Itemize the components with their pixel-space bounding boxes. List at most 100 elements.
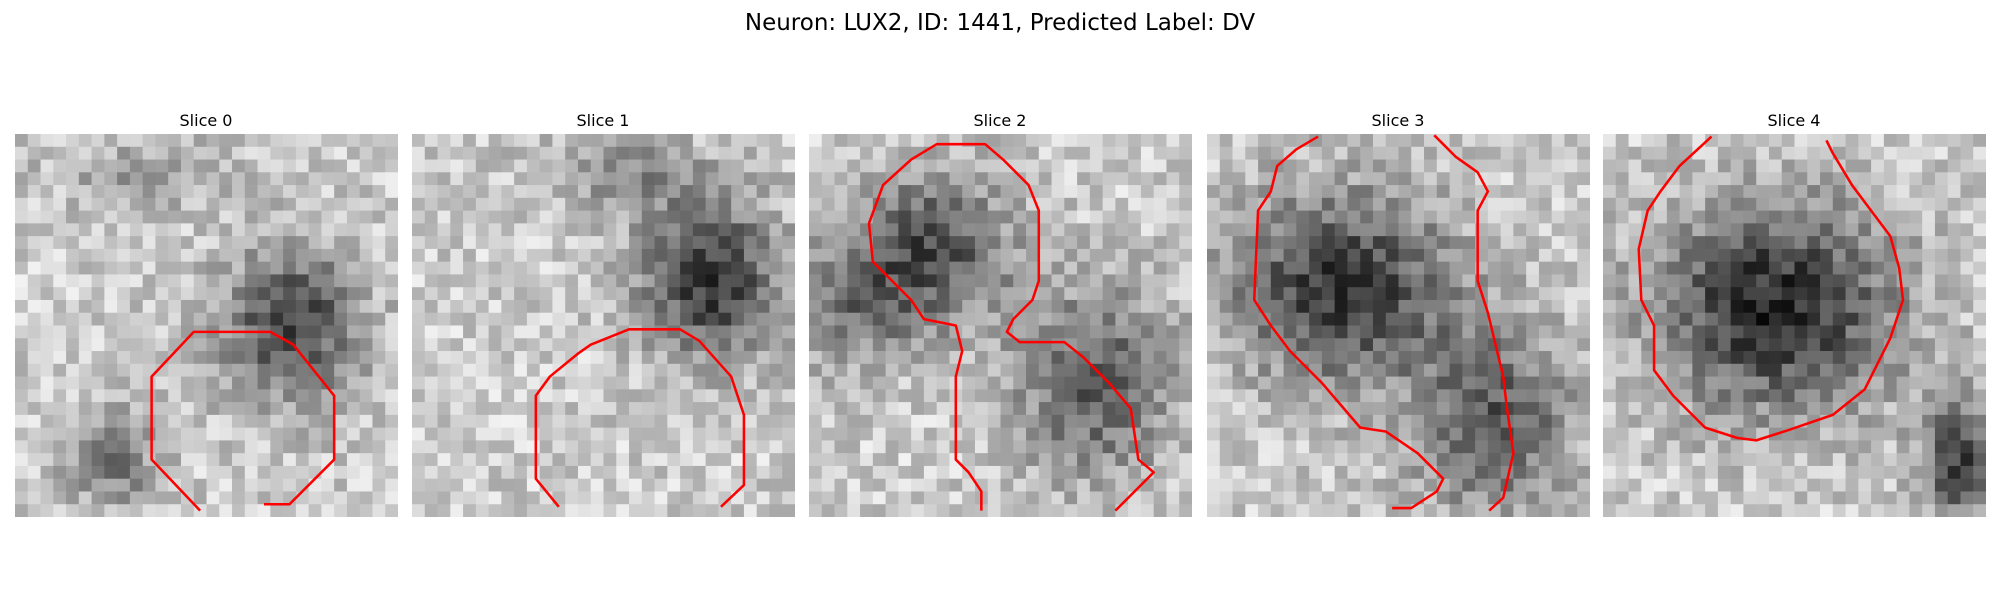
pixel	[78, 172, 92, 186]
pixel	[1360, 210, 1374, 224]
pixel	[40, 248, 54, 263]
pixel	[987, 312, 1001, 326]
pixel	[295, 185, 310, 199]
pixel	[1232, 440, 1246, 454]
pixel	[1641, 414, 1655, 429]
pixel	[40, 134, 54, 148]
pixel	[437, 427, 451, 441]
pixel	[501, 223, 515, 237]
pixel	[1013, 146, 1027, 160]
pixel	[1179, 172, 1192, 186]
pixel	[488, 146, 502, 160]
pixel	[91, 440, 105, 454]
pixel	[180, 351, 195, 365]
pixel	[1462, 312, 1476, 326]
pixel	[1743, 465, 1757, 480]
pixel	[1526, 197, 1540, 211]
pixel	[155, 440, 169, 454]
pixel	[142, 363, 156, 377]
pixel	[1270, 134, 1284, 148]
pixel	[629, 236, 643, 250]
pixel	[1871, 376, 1885, 390]
pixel	[1398, 325, 1412, 339]
pixel	[756, 236, 770, 250]
pixel	[40, 465, 54, 480]
pixel	[514, 414, 528, 429]
pixel	[1564, 185, 1578, 199]
pixel	[616, 287, 630, 301]
pixel	[1475, 376, 1489, 390]
pixel	[1603, 134, 1617, 148]
pixel	[437, 414, 451, 429]
pixel	[1551, 261, 1565, 275]
pixel	[1385, 274, 1399, 288]
pixel	[1538, 325, 1553, 339]
pixel	[359, 134, 373, 148]
pixel	[809, 312, 823, 326]
pixel	[1424, 248, 1438, 263]
pixel	[15, 389, 29, 403]
pixel	[270, 504, 284, 517]
pixel	[1654, 261, 1668, 275]
pixel	[1321, 287, 1336, 301]
pixel	[1526, 376, 1540, 390]
pixel	[552, 134, 566, 148]
pixel	[809, 223, 823, 237]
pixel	[680, 146, 694, 160]
pixel	[1768, 453, 1783, 467]
pixel	[270, 299, 284, 314]
pixel	[1026, 389, 1040, 403]
pixel	[1538, 185, 1553, 199]
pixel	[1334, 427, 1348, 441]
pixel	[1692, 197, 1706, 211]
pixel	[463, 210, 477, 224]
pixel	[1026, 236, 1040, 250]
pixel	[1026, 363, 1040, 377]
pixel	[1883, 402, 1898, 416]
pixel	[142, 312, 156, 326]
pixel	[1526, 325, 1540, 339]
pixel	[1871, 287, 1885, 301]
pixel	[206, 414, 220, 429]
pixel	[1538, 414, 1553, 429]
pixel	[1436, 248, 1450, 263]
pixel	[385, 197, 398, 211]
pixel	[987, 376, 1001, 390]
pixel	[334, 402, 348, 416]
pixel	[359, 351, 373, 365]
pixel	[1258, 351, 1272, 365]
pixel	[718, 287, 732, 301]
pixel	[295, 376, 310, 390]
pixel	[1538, 197, 1553, 211]
pixel	[1654, 478, 1668, 492]
pixel	[1858, 146, 1872, 160]
pixel	[936, 223, 950, 237]
pixel	[743, 427, 758, 441]
pixel	[206, 248, 220, 263]
pixel	[1051, 172, 1065, 186]
pixel	[654, 146, 668, 160]
pixel	[295, 223, 310, 237]
pixel	[475, 325, 489, 339]
pixel	[1089, 453, 1104, 467]
pixel	[1128, 223, 1142, 237]
pixel	[1207, 197, 1221, 211]
pixel	[1153, 491, 1167, 505]
pixel	[1207, 172, 1221, 186]
pixel	[1538, 389, 1553, 403]
pixel	[782, 376, 795, 390]
pixel	[680, 134, 694, 148]
pixel	[949, 172, 963, 186]
pixel	[1321, 491, 1336, 505]
pixel	[1270, 338, 1284, 352]
pixel	[731, 414, 745, 429]
pixel	[1219, 312, 1233, 326]
pixel	[1679, 491, 1693, 505]
pixel	[1922, 504, 1936, 517]
pixel	[1360, 172, 1374, 186]
pixel	[565, 197, 579, 211]
pixel	[142, 478, 156, 492]
pixel	[1858, 299, 1872, 314]
pixel	[463, 453, 477, 467]
